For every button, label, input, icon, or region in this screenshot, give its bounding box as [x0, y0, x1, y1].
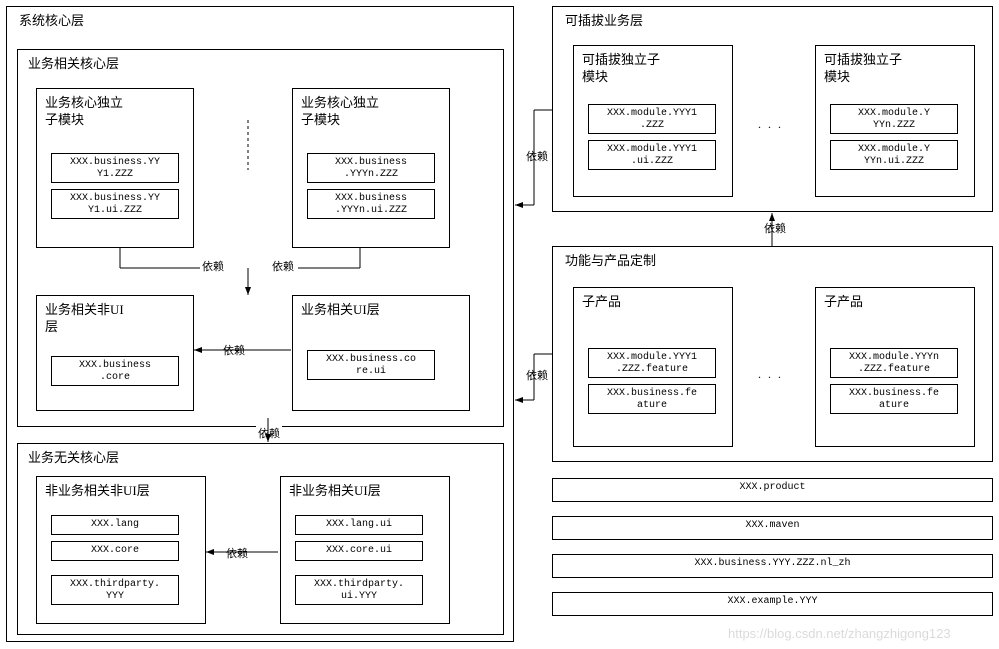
strip-example: XXX.example.YYY: [552, 592, 993, 616]
code-item: XXX.business .YYYn.ui.ZZZ: [307, 189, 435, 219]
custom-title: 功能与产品定制: [565, 253, 656, 270]
biz-core-mod1: 业务核心独立 子模块 XXX.business.YY Y1.ZZZ XXX.bu…: [36, 88, 194, 248]
code-item: XXX.business .core: [51, 356, 179, 386]
biz-core-title: 业务相关核心层: [28, 56, 119, 73]
code-item: XXX.thirdparty. ui.YYY: [295, 575, 423, 605]
code-item: XXX.business.YY Y1.ZZZ: [51, 153, 179, 183]
dep-label: 依赖: [524, 367, 550, 383]
biz-ui: 业务相关UI层 XXX.business.co re.ui: [292, 295, 470, 411]
biz-core-layer: 业务相关核心层 业务核心独立 子模块 XXX.business.YY Y1.ZZ…: [17, 49, 504, 427]
code-item: XXX.lang.ui: [295, 515, 423, 535]
dep-label: 依赖: [200, 258, 226, 274]
biz-core-mod1-title: 业务核心独立 子模块: [45, 95, 123, 129]
dep-label: 依赖: [762, 220, 788, 236]
code-item: XXX.module.YYYn .ZZZ.feature: [830, 348, 958, 378]
strip-maven: XXX.maven: [552, 516, 993, 540]
code-item: XXX.module.YYY1 .ui.ZZZ: [588, 140, 716, 170]
dep-label: 依赖: [224, 545, 250, 561]
biz-non-ui-title: 业务相关非UI 层: [45, 302, 124, 336]
sub-prod1: 子产品 XXX.module.YYY1 .ZZZ.feature XXX.bus…: [573, 287, 733, 447]
plug-mod1-title: 可插拔独立子 模块: [582, 52, 660, 86]
system-core-layer: 系统核心层 业务相关核心层 业务核心独立 子模块 XXX.business.YY…: [6, 6, 514, 642]
dep-label: 依赖: [256, 425, 282, 441]
code-item: XXX.module.Y YYn.ZZZ: [830, 104, 958, 134]
dep-label: 依赖: [270, 258, 296, 274]
biz-non-ui: 业务相关非UI 层 XXX.business .core: [36, 295, 194, 411]
plug-modn-title: 可插拔独立子 模块: [824, 52, 902, 86]
code-item: XXX.business.fe ature: [588, 384, 716, 414]
system-core-title: 系统核心层: [19, 13, 84, 30]
code-item: XXX.module.YYY1 .ZZZ: [588, 104, 716, 134]
dep-label: 依赖: [524, 148, 550, 164]
dep-label: 依赖: [221, 342, 247, 358]
non-biz-non-ui: 非业务相关非UI层 XXX.lang XXX.core XXX.thirdpar…: [36, 476, 206, 624]
biz-core-modn-title: 业务核心独立 子模块: [301, 95, 379, 129]
non-biz-non-ui-title: 非业务相关非UI层: [45, 483, 150, 500]
non-biz-core-title: 业务无关核心层: [28, 450, 119, 467]
non-biz-ui-title: 非业务相关UI层: [289, 483, 381, 500]
sub-prod1-title: 子产品: [582, 294, 621, 311]
code-item: XXX.business .YYYn.ZZZ: [307, 153, 435, 183]
sub-prodn: 子产品 XXX.module.YYYn .ZZZ.feature XXX.bus…: [815, 287, 975, 447]
biz-ui-title: 业务相关UI层: [301, 302, 380, 319]
code-item: XXX.core.ui: [295, 541, 423, 561]
pluggable-layer: 可插拔业务层 可插拔独立子 模块 XXX.module.YYY1 .ZZZ XX…: [552, 6, 993, 212]
strip-nl: XXX.business.YYY.ZZZ.nl_zh: [552, 554, 993, 578]
code-item: XXX.business.YY Y1.ui.ZZZ: [51, 189, 179, 219]
non-biz-core-layer: 业务无关核心层 非业务相关非UI层 XXX.lang XXX.core XXX.…: [17, 443, 504, 635]
code-item: XXX.business.co re.ui: [307, 350, 435, 380]
plug-modn: 可插拔独立子 模块 XXX.module.Y YYn.ZZZ XXX.modul…: [815, 45, 975, 197]
custom-layer: 功能与产品定制 子产品 XXX.module.YYY1 .ZZZ.feature…: [552, 246, 993, 462]
code-item: XXX.thirdparty. YYY: [51, 575, 179, 605]
code-item: XXX.module.Y YYn.ui.ZZZ: [830, 140, 958, 170]
code-item: XXX.module.YYY1 .ZZZ.feature: [588, 348, 716, 378]
plug-mod1: 可插拔独立子 模块 XXX.module.YYY1 .ZZZ XXX.modul…: [573, 45, 733, 197]
non-biz-ui: 非业务相关UI层 XXX.lang.ui XXX.core.ui XXX.thi…: [280, 476, 450, 624]
code-item: XXX.lang: [51, 515, 179, 535]
sub-prodn-title: 子产品: [824, 294, 863, 311]
strip-product: XXX.product: [552, 478, 993, 502]
biz-core-modn: 业务核心独立 子模块 XXX.business .YYYn.ZZZ XXX.bu…: [292, 88, 450, 248]
code-item: XXX.core: [51, 541, 179, 561]
ellipsis: . . .: [758, 367, 783, 382]
pluggable-title: 可插拔业务层: [565, 13, 643, 30]
watermark: https://blog.csdn.net/zhangzhigong123: [728, 626, 951, 641]
ellipsis: . . .: [758, 117, 783, 132]
code-item: XXX.business.fe ature: [830, 384, 958, 414]
